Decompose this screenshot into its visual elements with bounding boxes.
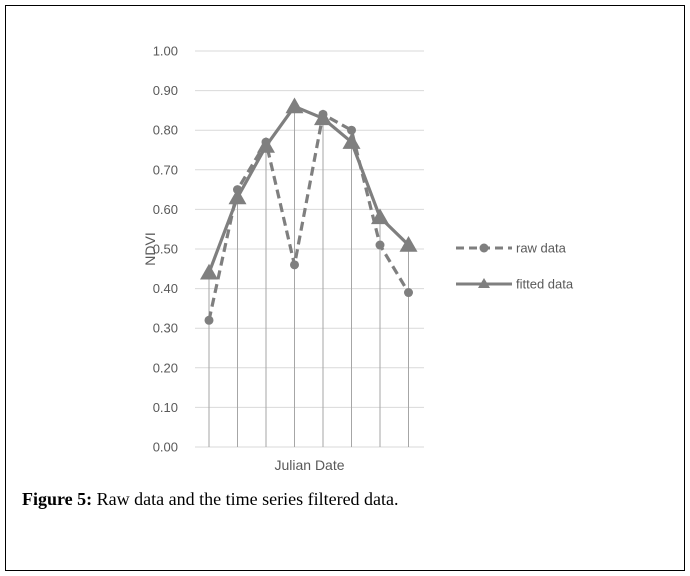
figure-frame <box>5 5 685 571</box>
grid-lines <box>195 50 424 448</box>
ndvi-line-chart: 0.00 0.10 0.20 0.30 0.40 0.50 0.60 0.70 0.80 0.90… <box>142 44 574 474</box>
y-tick-label: 0.50 <box>153 242 178 257</box>
drop-lines <box>208 106 409 447</box>
legend-marker <box>479 243 489 253</box>
figure-caption-text: Raw data and the time series filtered da… <box>92 489 399 509</box>
y-axis-ticks: 0.00 0.10 0.20 0.30 0.40 0.50 0.60 0.70 0.80 0.90… <box>153 44 178 455</box>
series-line <box>207 112 410 321</box>
series-fitted-data <box>200 97 418 280</box>
y-tick-label: 0.90 <box>153 83 178 98</box>
series-line <box>207 104 410 274</box>
data-point <box>347 125 356 135</box>
data-point <box>285 97 304 114</box>
data-point <box>375 240 385 250</box>
y-tick-label: 0.70 <box>153 162 178 177</box>
figure-caption: Figure 5: Raw data and the time series f… <box>22 489 399 510</box>
series-group <box>200 97 418 325</box>
y-tick-label: 0.40 <box>153 281 178 296</box>
data-point <box>228 188 247 205</box>
y-tick-label: 0.00 <box>153 440 178 455</box>
y-tick-label: 0.30 <box>153 321 178 336</box>
data-point <box>200 263 218 280</box>
legend: raw data fitted data <box>456 241 574 292</box>
data-point <box>399 236 418 252</box>
legend-marker <box>478 278 490 288</box>
data-point <box>204 315 214 325</box>
data-point <box>371 208 389 225</box>
y-tick-label: 1.00 <box>153 44 178 59</box>
y-tick-label: 0.10 <box>153 400 178 415</box>
data-point <box>290 260 299 270</box>
legend-item: raw data <box>456 241 567 256</box>
y-axis-label: NDVI <box>142 232 158 265</box>
data-point <box>314 109 332 126</box>
data-point <box>257 137 275 153</box>
y-tick-label: 0.80 <box>153 123 178 138</box>
x-axis-label: Julian Date <box>274 457 344 473</box>
figure-caption-label: Figure 5: <box>22 489 93 509</box>
legend-label: raw data <box>516 241 567 256</box>
data-point <box>404 288 413 298</box>
legend-item: fitted data <box>456 277 574 292</box>
legend-label: fitted data <box>516 277 574 292</box>
y-tick-label: 0.20 <box>153 360 178 375</box>
data-point <box>342 133 361 149</box>
y-tick-label: 0.60 <box>153 202 178 217</box>
